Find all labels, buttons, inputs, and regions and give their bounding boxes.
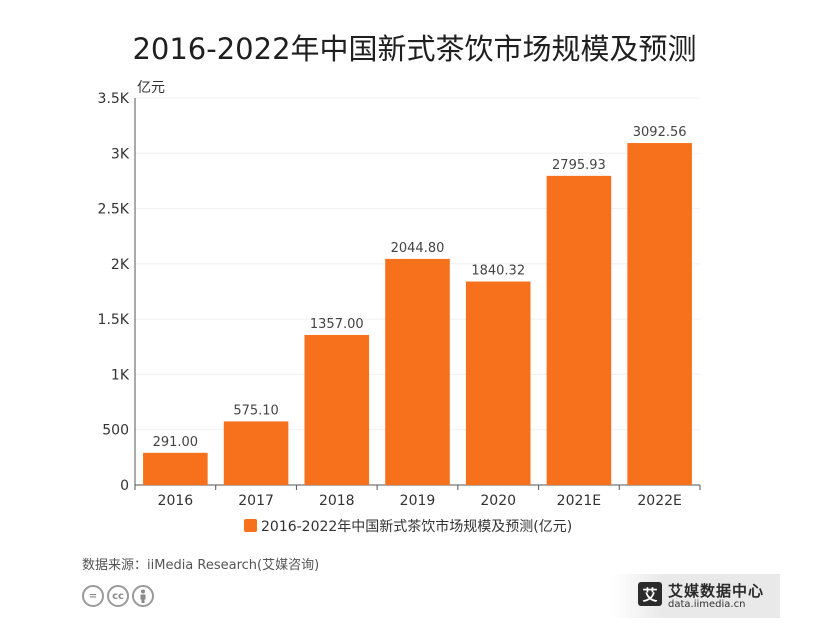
labels: 291.00 575.10 1357.00 2044.80 1840.32 2795.93… <box>153 125 687 450</box>
person-icon <box>132 585 154 607</box>
data-label: 2795.93 <box>552 158 606 173</box>
data-label: 3092.56 <box>633 125 687 140</box>
brand-logo: 艾 <box>638 582 662 606</box>
x-tick-label: 2021E <box>557 493 601 509</box>
brand-name: 艾媒数据中心 <box>668 582 765 600</box>
bar <box>143 452 208 485</box>
y-tick-label: 3.5K <box>98 91 130 107</box>
data-source: 数据来源：iiMedia Research(艾媒咨询) <box>82 558 320 573</box>
bars <box>143 143 692 486</box>
bar <box>223 421 289 485</box>
x-tick-label: 2020 <box>480 493 516 509</box>
chart-title: 2016-2022年中国新式茶饮市场规模及预测 <box>132 32 697 66</box>
cc-icon: cc <box>107 585 129 607</box>
data-label: 2044.80 <box>391 241 445 256</box>
x-tick-label: 2016 <box>158 493 194 509</box>
y-tick-label: 3K <box>111 146 130 162</box>
y-tick-label: 2.5K <box>98 202 130 218</box>
data-label: 575.10 <box>233 403 279 418</box>
axes: 0 500 1K 1.5K 2K 2.5K 3K 3.5K 亿元 2016 2017 2018 2019… <box>98 80 701 509</box>
license-icons: = cc <box>82 585 154 607</box>
y-tick-label: 1.5K <box>98 312 130 328</box>
bar <box>627 143 692 486</box>
y-tick-label: 0 <box>120 478 129 494</box>
y-tick-label: 2K <box>111 257 130 273</box>
data-label: 1840.32 <box>471 264 525 279</box>
bar <box>546 175 612 485</box>
legend-swatch <box>244 519 257 532</box>
brand-url: data.iimedia.cn <box>668 599 746 610</box>
x-tick-label: 2018 <box>319 493 355 509</box>
bar <box>465 281 531 485</box>
data-label: 1357.00 <box>310 317 364 332</box>
x-tick-label: 2019 <box>400 493 436 509</box>
bar <box>385 258 450 485</box>
legend: 2016-2022年中国新式茶饮市场规模及预测(亿元) <box>244 518 572 535</box>
x-tick-label: 2022E <box>637 493 681 509</box>
bar <box>304 334 370 485</box>
legend-label: 2016-2022年中国新式茶饮市场规模及预测(亿元) <box>261 518 572 535</box>
brand-badge: 艾 艾媒数据中心 data.iimedia.cn <box>612 574 780 618</box>
data-label: 291.00 <box>153 435 199 450</box>
x-tick-label: 2017 <box>238 493 274 509</box>
equal-icon: = <box>82 585 104 607</box>
y-tick-label: 1K <box>111 367 130 383</box>
y-tick-label: 500 <box>102 423 129 439</box>
y-axis-unit-label: 亿元 <box>137 80 165 96</box>
